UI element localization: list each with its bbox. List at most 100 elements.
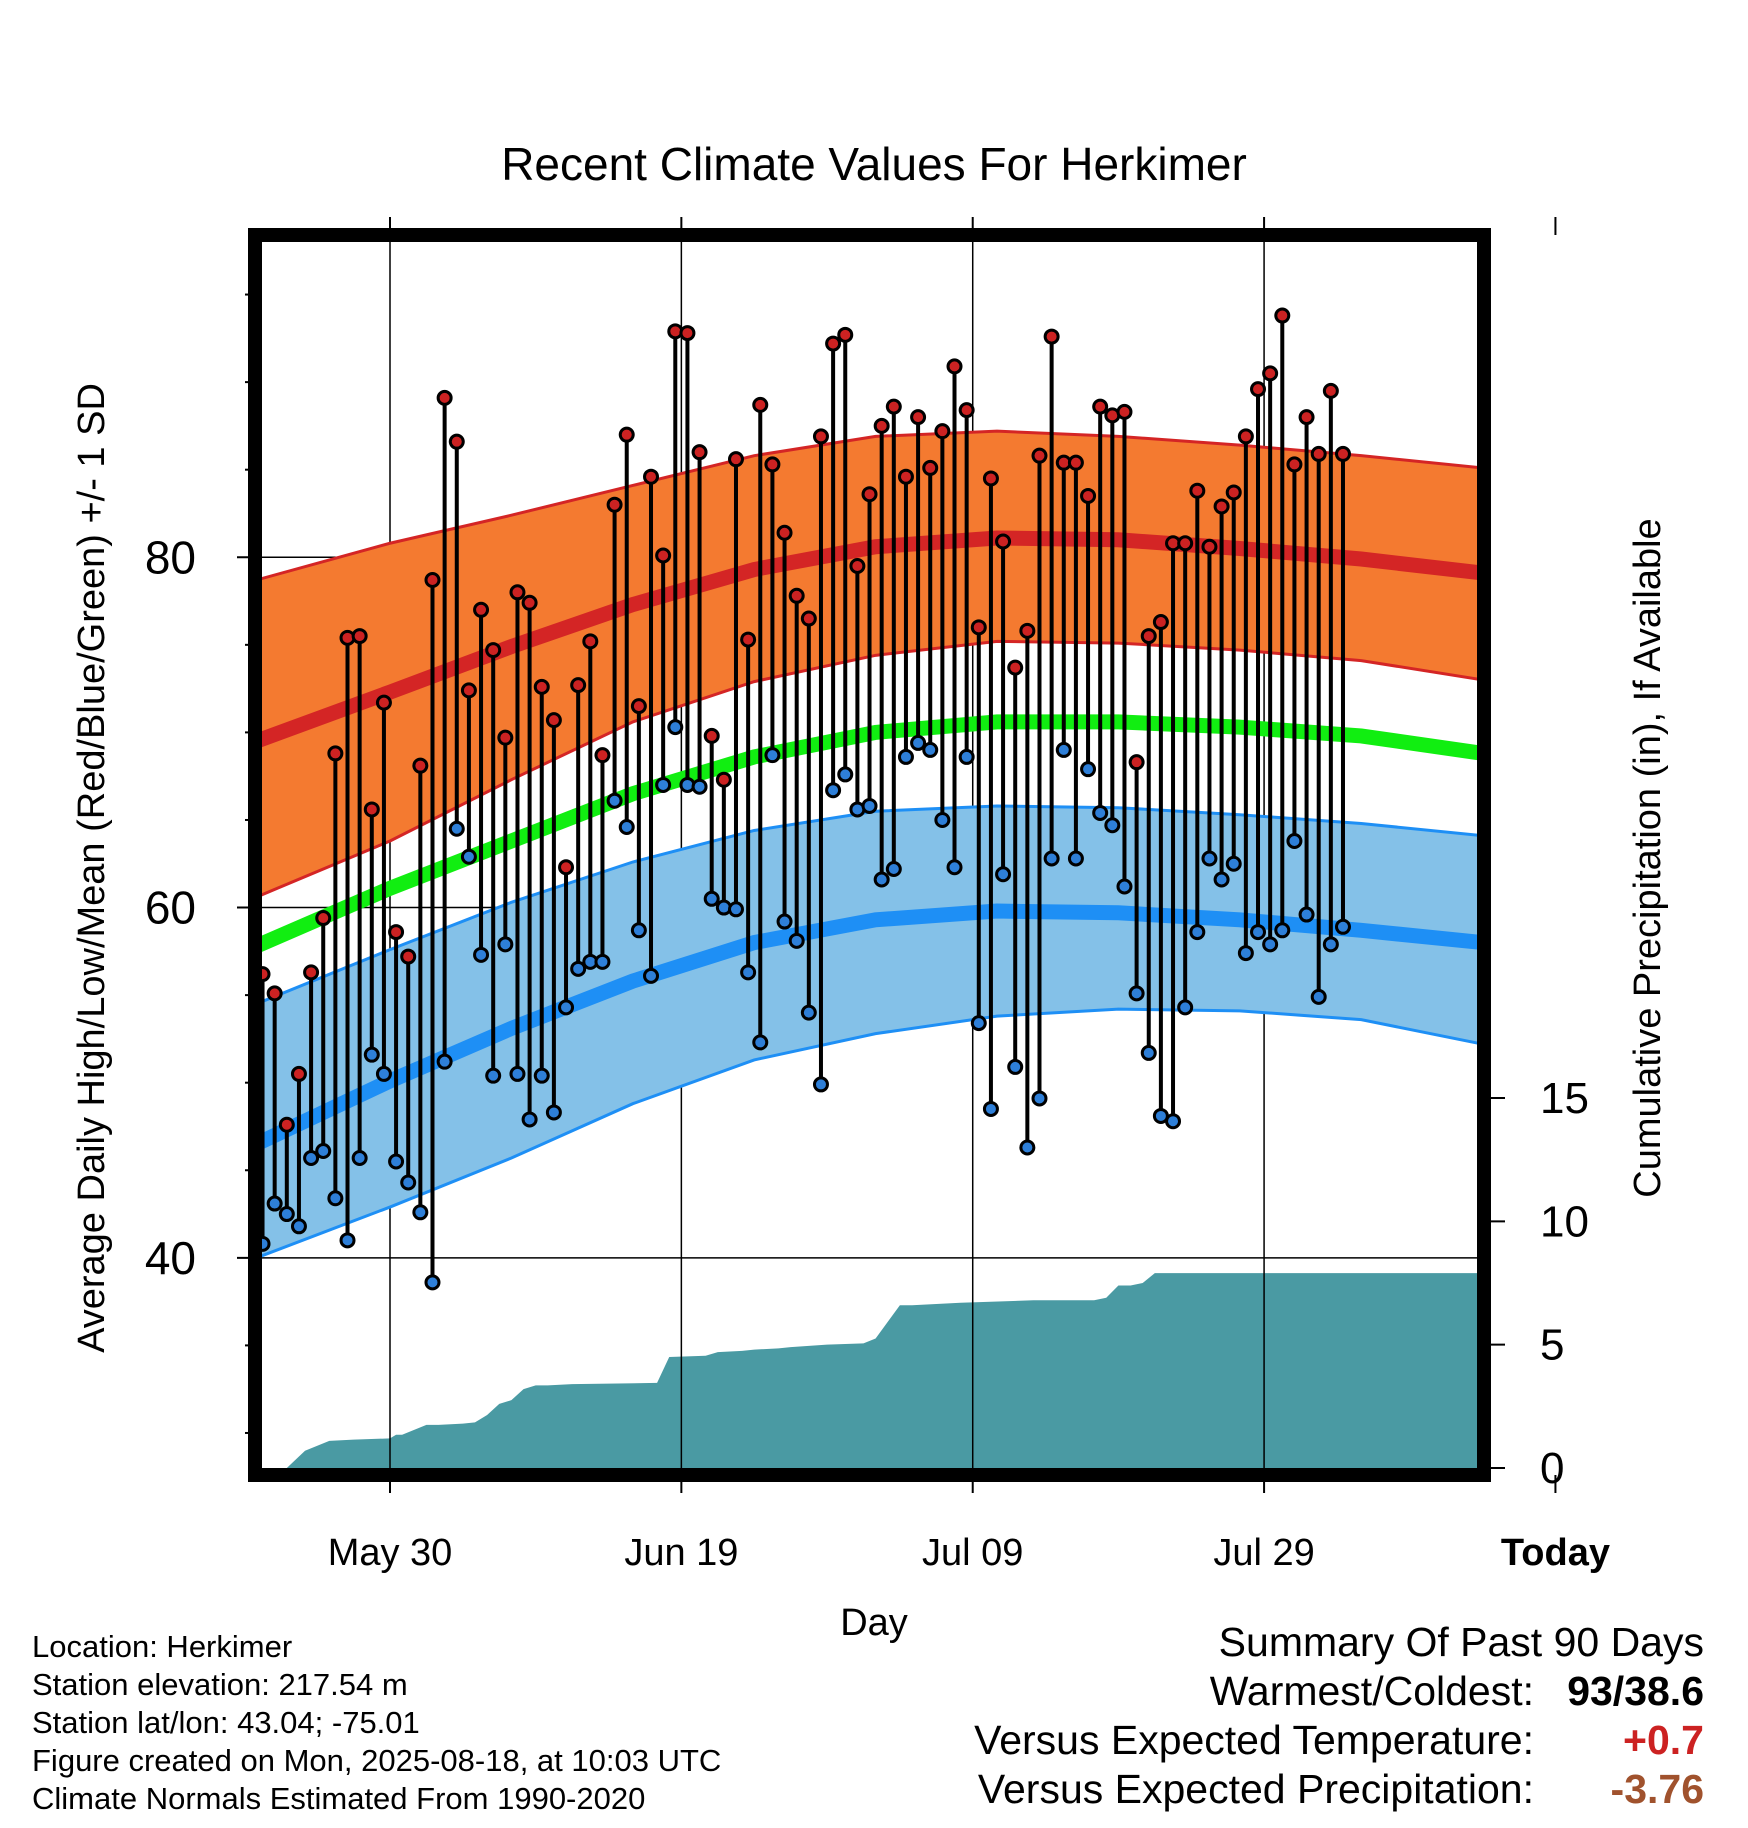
daily-high-point xyxy=(448,433,465,450)
temp-anomaly-row: Versus Expected Temperature: +0.7 xyxy=(974,1716,1704,1765)
daily-high-point xyxy=(1310,445,1327,462)
daily-high-point xyxy=(485,642,502,659)
daily-high-point xyxy=(570,677,587,694)
daily-high-point xyxy=(278,1116,295,1133)
today-days-label: 90 xyxy=(1563,1375,1603,1416)
daily-low-point xyxy=(290,1218,307,1235)
daily-high-point xyxy=(400,948,417,965)
daily-high-point xyxy=(970,619,987,636)
daily-high-point xyxy=(1201,538,1218,555)
daily-high-point xyxy=(303,964,320,981)
latlon-text: Station lat/lon: 43.04; -75.01 xyxy=(32,1705,420,1740)
x-tick-label: May 30 xyxy=(328,1532,453,1574)
daily-low-point xyxy=(1213,871,1230,888)
y2-tick-label: 15 xyxy=(1540,1074,1589,1123)
daily-high-point xyxy=(424,572,441,589)
daily-low-point xyxy=(970,1015,987,1032)
daily-low-point xyxy=(667,719,684,736)
daily-low-point xyxy=(1189,924,1206,941)
daily-high-point xyxy=(812,428,829,445)
daily-high-point xyxy=(1189,482,1206,499)
daily-high-point xyxy=(351,628,368,645)
low-mean-line xyxy=(262,903,1477,1150)
daily-high-point xyxy=(910,409,927,426)
daily-low-point xyxy=(412,1204,429,1221)
daily-high-point xyxy=(958,402,975,419)
location-text: Location: Herkimer xyxy=(32,1629,293,1664)
daily-low-point xyxy=(400,1174,417,1191)
daily-high-point xyxy=(618,426,635,443)
daily-high-point xyxy=(1322,382,1339,399)
temp-anomaly-value: +0.7 xyxy=(1623,1717,1704,1763)
daily-high-point xyxy=(606,496,623,513)
daily-high-point xyxy=(594,747,611,764)
daily-low-point xyxy=(1298,906,1315,923)
daily-low-point xyxy=(1262,936,1279,953)
daily-low-point xyxy=(1250,924,1267,941)
daily-low-point xyxy=(1177,999,1194,1016)
daily-high-point xyxy=(1043,328,1060,345)
x-axis-label: Day xyxy=(840,1602,908,1644)
daily-high-point xyxy=(691,444,708,461)
daily-low-point xyxy=(740,964,757,981)
y-tick-label: 80 xyxy=(145,531,196,583)
x-tick-label: Jul 09 xyxy=(922,1532,1023,1574)
daily-low-point xyxy=(545,1104,562,1121)
daily-low-point xyxy=(1274,922,1291,939)
warmest-value: 93/38.6 xyxy=(1567,1668,1704,1714)
daily-low-point xyxy=(1116,878,1133,895)
daily-low-point xyxy=(776,913,793,930)
daily-high-point xyxy=(630,698,647,715)
daily-low-point xyxy=(1092,804,1109,821)
daily-high-point xyxy=(388,924,405,941)
mean-temp-line xyxy=(262,714,1477,952)
daily-high-point xyxy=(558,859,575,876)
daily-low-point xyxy=(897,748,914,765)
daily-low-point xyxy=(1055,741,1072,758)
daily-high-point xyxy=(315,910,332,927)
daily-low-point xyxy=(812,1076,829,1093)
daily-high-point xyxy=(922,459,939,476)
y2-axis-label: Cumulative Precipitation (in), If Availa… xyxy=(1627,518,1669,1197)
daily-high-point xyxy=(764,456,781,473)
daily-high-point xyxy=(521,594,538,611)
daily-high-point xyxy=(885,398,902,415)
daily-high-point xyxy=(327,745,344,762)
daily-high-point xyxy=(1213,498,1230,515)
plot-interior: 90 Days xyxy=(262,242,1603,1468)
daily-low-point xyxy=(1165,1113,1182,1130)
daily-high-point xyxy=(715,771,732,788)
daily-low-point xyxy=(800,1004,817,1021)
daily-low-point xyxy=(315,1142,332,1159)
daily-low-point xyxy=(1322,936,1339,953)
daily-high-point xyxy=(1177,535,1194,552)
daily-low-point xyxy=(1225,855,1242,872)
daily-low-point xyxy=(388,1153,405,1170)
daily-high-point xyxy=(982,470,999,487)
daily-low-point xyxy=(788,932,805,949)
daily-low-point xyxy=(1007,1058,1024,1075)
daily-high-point xyxy=(1092,398,1109,415)
daily-low-point xyxy=(266,1195,283,1212)
daily-high-point xyxy=(1031,447,1048,464)
daily-low-point xyxy=(375,1065,392,1082)
daily-high-point xyxy=(266,985,283,1002)
x-tick-label: Jul 29 xyxy=(1213,1532,1314,1574)
warmest-label: Warmest/Coldest: xyxy=(1209,1668,1534,1714)
daily-low-point xyxy=(825,782,842,799)
daily-low-point xyxy=(460,848,477,865)
daily-low-point xyxy=(262,1235,271,1252)
daily-low-point xyxy=(1067,850,1084,867)
y-tick-label: 40 xyxy=(145,1232,196,1284)
daily-low-point xyxy=(1310,988,1327,1005)
daily-low-point xyxy=(424,1274,441,1291)
daily-high-point xyxy=(1152,614,1169,631)
daily-high-point xyxy=(1080,487,1097,504)
daily-high-point xyxy=(1250,381,1267,398)
daily-high-point xyxy=(825,335,842,352)
daily-low-point xyxy=(278,1206,295,1223)
daily-high-point xyxy=(849,558,866,575)
y2-tick-label: 10 xyxy=(1540,1197,1589,1246)
daily-high-point xyxy=(363,801,380,818)
